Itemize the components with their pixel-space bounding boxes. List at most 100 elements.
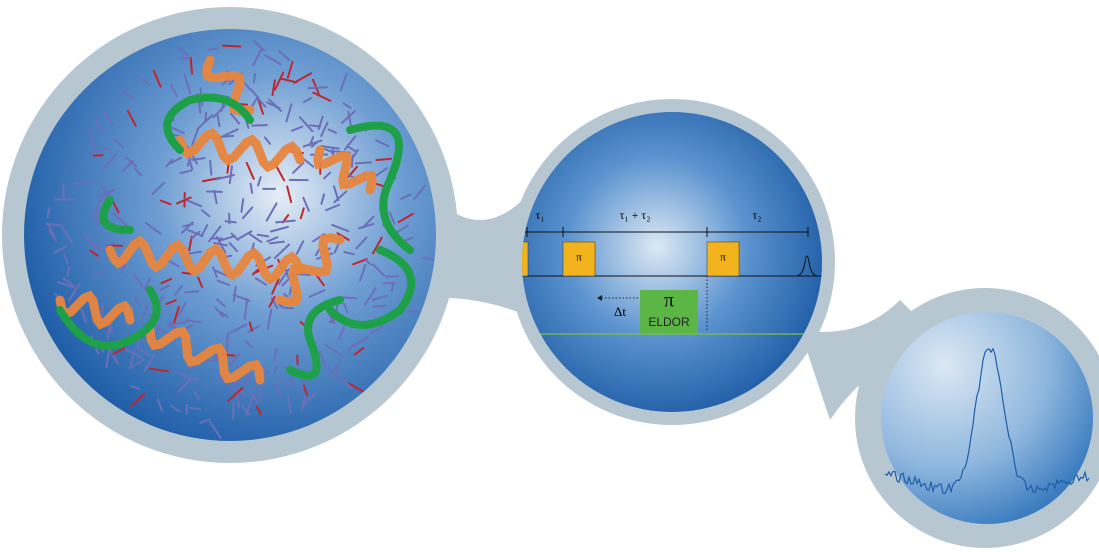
eldor-symbol: π [664,290,674,312]
side-chain [93,242,115,249]
side-chain [350,154,354,168]
side-chain [271,79,276,97]
side-chain [324,148,335,154]
side-chain [280,77,298,84]
side-chain [265,202,278,222]
side-chain [240,404,251,416]
side-chain [278,50,291,62]
side-chain [333,190,348,204]
strand [163,93,254,154]
side-chain [264,54,282,66]
side-chain [202,114,214,124]
side-chain [422,256,436,263]
side-chain [298,116,314,133]
helix [275,233,345,307]
side-chain [339,73,348,92]
side-chain [286,60,294,79]
side-chain [134,297,141,307]
side-chain [185,319,203,324]
side-chain [343,251,355,256]
side-chain [327,128,338,134]
side-chain [302,139,323,148]
side-chain [213,189,218,205]
side-chain [256,176,262,187]
side-chain [342,102,352,109]
helix [55,290,135,330]
side-chain [47,223,56,238]
side-chain [252,48,263,67]
side-chain [325,203,341,212]
protein-structure [45,40,436,440]
side-chain [295,240,305,255]
side-chain [174,284,184,296]
side-chain [281,306,295,310]
side-chain [232,285,237,303]
side-chain [159,284,170,292]
side-chain [197,100,202,114]
side-chain [103,111,114,127]
strand [286,296,344,380]
strand [99,196,134,234]
side-chain [96,202,99,221]
side-chain [213,241,228,247]
side-chain [292,161,305,174]
side-chain [66,266,70,277]
side-chain [82,232,97,250]
side-chain [179,169,193,175]
side-chain [371,294,388,301]
side-chain [207,47,219,51]
side-chain [286,185,293,204]
side-chain [125,156,138,168]
side-chain [234,387,241,409]
side-chain [320,193,326,205]
side-chain [143,354,156,372]
side-chain [151,181,166,195]
side-chain [372,263,386,277]
side-chain [390,281,395,292]
side-chain [109,320,113,334]
side-chain [108,346,119,365]
side-chain [323,171,332,180]
side-chain [243,298,249,320]
side-chain [273,347,278,362]
side-chain [218,134,235,138]
side-chain [209,159,213,176]
side-chain [224,220,237,224]
side-chain [45,222,61,227]
side-chain [252,73,256,84]
side-chain [57,281,74,289]
side-chain [46,206,51,218]
side-chain [112,347,126,355]
strand [56,286,161,350]
side-chain [88,128,96,148]
side-chain [188,406,202,410]
helix [175,127,305,173]
side-chain [102,153,118,169]
spectrum-view [881,312,1093,524]
pulse-view [522,112,822,412]
side-chain [274,71,285,91]
side-chain [167,321,187,326]
arrow-head [597,295,602,301]
side-chain [237,230,253,240]
echo [795,255,819,277]
side-chain [341,110,356,124]
side-chain [165,299,177,305]
interval-label: τ₂ [752,208,761,222]
side-chain [241,206,254,220]
side-chain [216,113,221,128]
side-chain [388,211,396,225]
side-chain [397,212,414,224]
side-chain [130,384,141,390]
side-chain [170,404,181,413]
side-chain [249,182,254,194]
pulse [522,241,529,277]
side-chain [197,276,204,288]
side-chain [157,328,170,336]
side-chain [263,136,271,145]
side-chain [343,135,357,151]
side-chain [189,56,194,75]
side-chain [248,321,253,332]
side-chain [152,69,162,88]
side-chain [266,236,279,243]
